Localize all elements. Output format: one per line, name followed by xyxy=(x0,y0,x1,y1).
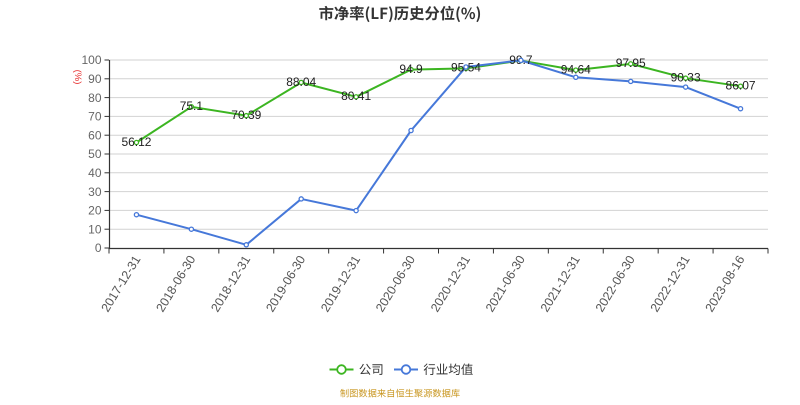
svg-text:100: 100 xyxy=(81,53,101,67)
svg-text:94.9: 94.9 xyxy=(399,62,423,76)
svg-text:75.1: 75.1 xyxy=(180,99,204,113)
svg-text:94.64: 94.64 xyxy=(561,62,591,76)
svg-text:0: 0 xyxy=(95,241,102,255)
svg-text:88.04: 88.04 xyxy=(286,75,316,89)
svg-text:40: 40 xyxy=(88,166,102,180)
svg-text:70: 70 xyxy=(88,110,102,124)
svg-text:60: 60 xyxy=(88,128,102,142)
svg-text:86.07: 86.07 xyxy=(726,78,756,92)
svg-text:20: 20 xyxy=(88,204,102,218)
svg-text:90.33: 90.33 xyxy=(671,70,701,84)
svg-text:10: 10 xyxy=(88,222,102,236)
svg-text:97.95: 97.95 xyxy=(616,56,646,70)
svg-text:80: 80 xyxy=(88,91,102,105)
svg-text:50: 50 xyxy=(88,147,102,161)
svg-text:30: 30 xyxy=(88,185,102,199)
svg-text:56.12: 56.12 xyxy=(121,135,151,149)
svg-text:70.39: 70.39 xyxy=(231,108,261,122)
svg-text:(%): (%) xyxy=(72,70,83,85)
svg-text:80.41: 80.41 xyxy=(341,89,371,103)
svg-text:90: 90 xyxy=(88,72,102,86)
